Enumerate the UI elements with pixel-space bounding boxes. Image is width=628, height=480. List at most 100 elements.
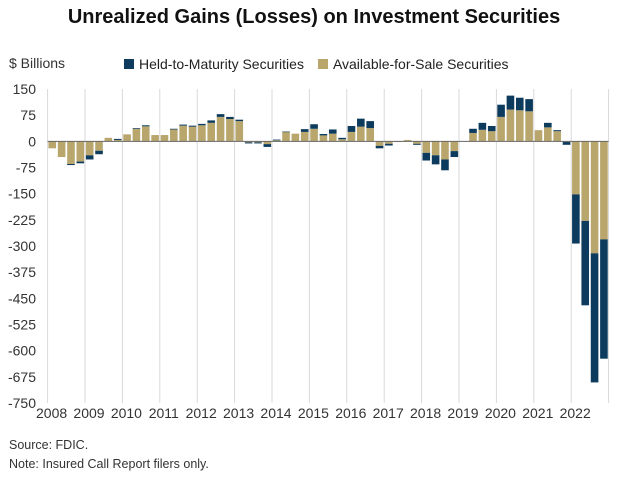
bar-afs — [375, 141, 384, 146]
x-tick-label: 2009 — [73, 405, 104, 421]
bar-htm — [562, 142, 571, 145]
bar-htm — [179, 124, 187, 126]
bar-afs — [291, 133, 300, 142]
legend-label-htm: Held-to-Maturity Securities — [139, 56, 304, 72]
bar-afs — [85, 141, 94, 156]
bar-htm — [413, 143, 421, 145]
x-tick-label: 2013 — [223, 405, 254, 421]
chart-title: Unrealized Gains (Losses) on Investment … — [67, 6, 561, 28]
x-tick-label: 2015 — [298, 405, 329, 421]
bar-htm — [310, 124, 318, 129]
legend: Held-to-Maturity Securities Available-fo… — [124, 56, 509, 72]
bar-htm — [328, 129, 337, 134]
bar-afs — [403, 139, 412, 142]
bar-htm — [244, 142, 253, 144]
bar-htm — [553, 130, 561, 132]
bar-htm — [338, 137, 346, 140]
bar-htm — [216, 114, 225, 117]
bar-htm — [170, 128, 178, 130]
bar-afs — [572, 141, 580, 195]
x-tick-label: 2010 — [111, 405, 142, 421]
legend-label-afs: Available-for-Sale Securities — [332, 56, 509, 72]
bar-htm — [132, 128, 141, 129]
bar-afs — [310, 128, 318, 142]
bar-afs — [104, 137, 113, 142]
bar-afs — [590, 141, 599, 254]
bar-htm — [525, 99, 533, 112]
y-tick-label: -375 — [8, 264, 36, 280]
x-tick-label: 2019 — [447, 405, 478, 421]
bar-afs — [431, 141, 440, 156]
y-tick-label: -675 — [8, 369, 36, 385]
x-tick-label: 2016 — [335, 405, 366, 421]
bar-afs — [600, 141, 608, 240]
y-tick-label: -600 — [8, 343, 36, 359]
legend-item-htm: Held-to-Maturity Securities — [124, 56, 304, 72]
bar-htm — [272, 139, 281, 141]
bar-htm — [581, 220, 590, 306]
bar-afs — [113, 139, 122, 142]
x-tick-label: 2017 — [373, 405, 404, 421]
bar-afs — [188, 126, 197, 142]
bar-htm — [431, 155, 440, 165]
bar-htm — [67, 164, 75, 166]
bar-afs — [254, 141, 262, 143]
bar-afs — [525, 111, 533, 142]
bar-afs — [506, 109, 515, 142]
bar-afs — [413, 141, 421, 144]
bar-afs — [272, 140, 281, 142]
bar-afs — [469, 132, 477, 142]
bar-htm — [282, 131, 290, 133]
bar-htm — [506, 95, 515, 110]
bar-afs — [235, 121, 244, 142]
x-tick-label: 2012 — [186, 405, 217, 421]
bar-htm — [113, 138, 122, 140]
bar-afs — [226, 119, 234, 142]
source-note: Source: FDIC. — [9, 438, 89, 452]
x-tick-label: 2008 — [36, 405, 67, 421]
bar-afs — [544, 127, 552, 142]
footnote: Note: Insured Call Report filers only. — [9, 457, 209, 471]
bar-htm — [226, 116, 234, 120]
y-axis-label: $ Billions — [9, 55, 66, 71]
bar-htm — [600, 239, 608, 359]
x-tick-label: 2021 — [522, 405, 553, 421]
bar-afs — [357, 126, 365, 142]
x-tick-label: 2020 — [485, 405, 516, 421]
bar-afs — [328, 133, 337, 142]
bar-htm — [450, 151, 459, 158]
y-tick-label: 75 — [20, 107, 36, 123]
bar-htm — [487, 125, 496, 132]
bar-afs — [497, 116, 505, 142]
bar-afs — [553, 131, 561, 142]
bar-afs — [141, 126, 150, 142]
bar-afs — [179, 125, 187, 142]
bar-htm — [141, 125, 150, 127]
legend-item-afs: Available-for-Sale Securities — [317, 56, 509, 72]
bar-afs — [487, 131, 496, 142]
bar-afs — [515, 110, 524, 142]
bar-afs — [151, 135, 159, 142]
bar-htm — [478, 122, 487, 130]
bar-htm — [254, 142, 262, 144]
bar-htm — [544, 122, 552, 128]
bar-afs — [57, 141, 66, 158]
bar-htm — [95, 150, 103, 155]
bar-afs — [216, 116, 225, 142]
bar-afs — [478, 129, 487, 142]
bar-afs — [347, 131, 356, 142]
x-tick-label: 2022 — [560, 405, 591, 421]
bar-afs — [263, 141, 272, 145]
bar-htm — [235, 119, 244, 122]
bar-afs — [132, 128, 141, 142]
bar-htm — [422, 152, 431, 161]
bar-afs — [198, 125, 206, 142]
bar-afs — [244, 141, 253, 143]
bar-afs — [338, 139, 346, 142]
bar-afs — [67, 141, 75, 165]
bar-afs — [160, 135, 169, 142]
x-tick-label: 2011 — [149, 405, 179, 421]
bar-htm — [572, 194, 580, 244]
bar-afs — [385, 141, 393, 144]
bar-htm — [207, 120, 216, 123]
